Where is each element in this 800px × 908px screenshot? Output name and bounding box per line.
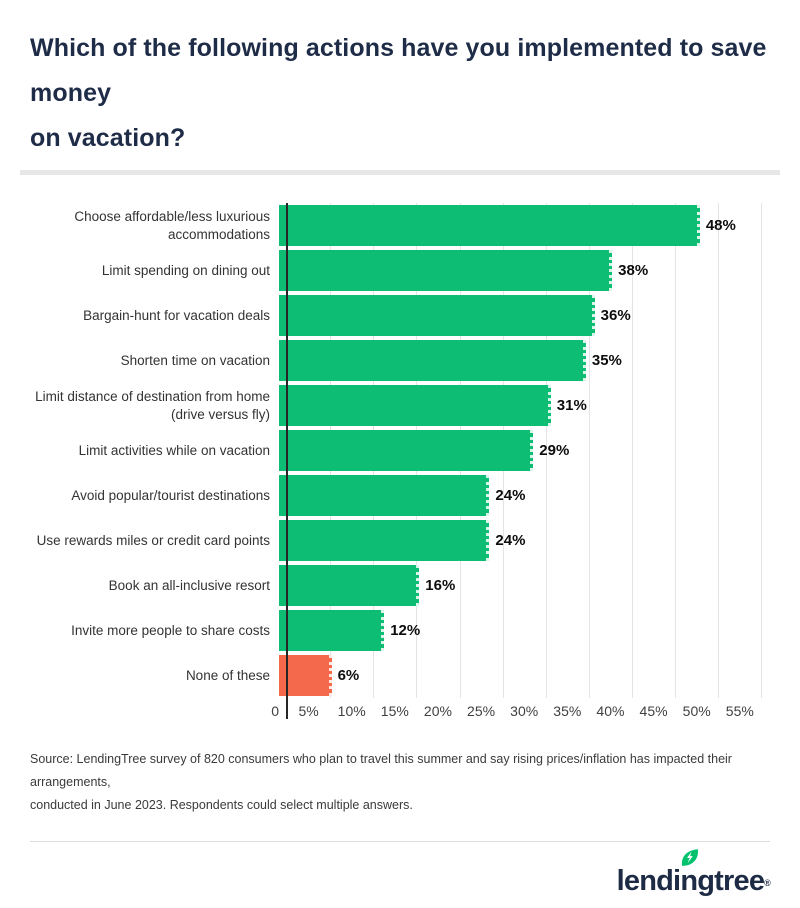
y-axis-line: [286, 203, 288, 719]
source-note: Source: LendingTree survey of 820 consum…: [30, 748, 770, 817]
chart-row: Book an all-inclusive resort 16%: [30, 563, 770, 608]
category-label: Invite more people to share costs: [71, 622, 270, 638]
bar: [279, 610, 385, 651]
chart-row: Limit distance of destination from home …: [30, 383, 770, 428]
logo-text-pre: lendi: [616, 865, 681, 897]
category-label: Avoid popular/tourist destinations: [71, 487, 270, 503]
bar-rows: Choose affordable/less luxurious accommo…: [30, 203, 770, 698]
bar-track: 48%: [279, 205, 770, 246]
bar: [279, 385, 551, 426]
x-axis-tick-label: 5%: [298, 703, 319, 719]
category-label: Book an all-inclusive resort: [108, 577, 270, 593]
value-label: 6%: [337, 667, 360, 684]
value-label: 16%: [425, 577, 456, 594]
bar: [279, 340, 586, 381]
x-axis-zero-label: 0: [271, 703, 279, 719]
x-axis-tick-label: 55%: [725, 703, 754, 719]
x-axis-tick-label: 25%: [467, 703, 496, 719]
bar-track: 6%: [279, 655, 770, 696]
bar: [279, 250, 613, 291]
source-note-line-2: conducted in June 2023. Respondents coul…: [30, 798, 413, 812]
bar-track: 35%: [279, 340, 770, 381]
bar-track: 24%: [279, 520, 770, 561]
bar: [279, 430, 534, 471]
value-label: 36%: [600, 307, 631, 324]
category-label: Choose affordable/less luxurious accommo…: [74, 208, 270, 242]
category-label: Bargain-hunt for vacation deals: [83, 307, 270, 323]
category-label: Limit activities while on vacation: [78, 442, 270, 458]
chart-row: Invite more people to share costs 12%: [30, 608, 770, 653]
chart-row: Choose affordable/less luxurious accommo…: [30, 203, 770, 248]
bar: [279, 475, 490, 516]
category-label: Limit spending on dining out: [101, 262, 270, 278]
value-label: 31%: [556, 397, 587, 414]
value-label: 48%: [705, 217, 736, 234]
bar-track: 29%: [279, 430, 770, 471]
gridline: [761, 203, 763, 698]
value-label: 12%: [390, 622, 421, 639]
chart-row: Avoid popular/tourist destinations 24%: [30, 473, 770, 518]
category-label: None of these: [185, 667, 270, 683]
logo-text-n: n: [680, 865, 698, 897]
chart-row: Limit spending on dining out 38%: [30, 248, 770, 293]
chart-row: Shorten time on vacation 35%: [30, 338, 770, 383]
category-label: Limit distance of destination from home …: [35, 388, 270, 422]
x-axis-tick-label: 10%: [337, 703, 366, 719]
value-label: 24%: [495, 487, 526, 504]
bar-track: 24%: [279, 475, 770, 516]
chart-row: Use rewards miles or credit card points 2…: [30, 518, 770, 563]
registered-mark: ®: [764, 878, 771, 888]
title-divider: [20, 170, 780, 175]
chart-row: Limit activities while on vacation 29%: [30, 428, 770, 473]
gridline: [632, 203, 633, 698]
x-axis-tick-label: 50%: [682, 703, 711, 719]
x-axis-tick-label: 35%: [553, 703, 582, 719]
footer: lendi ngtree®: [30, 842, 771, 908]
x-axis-tick-label: 30%: [510, 703, 539, 719]
bar: [279, 205, 700, 246]
bar-track: 16%: [279, 565, 770, 606]
bar: [279, 565, 420, 606]
bar-track: 12%: [279, 610, 770, 651]
chart-row: None of these 6%: [30, 653, 770, 698]
x-axis-tick-label: 40%: [596, 703, 625, 719]
bar-track: 36%: [279, 295, 770, 336]
bar: [279, 295, 595, 336]
bar: [279, 520, 490, 561]
lendingtree-logo: lendi ngtree®: [616, 849, 771, 897]
value-label: 29%: [539, 442, 570, 459]
gridline: [718, 203, 720, 698]
page-title-line-2: on vacation?: [30, 124, 186, 152]
x-axis-tick-label: 45%: [639, 703, 668, 719]
value-label: 35%: [591, 352, 622, 369]
leaf-icon: [682, 849, 699, 866]
gridline: [675, 203, 677, 698]
gridline: [588, 203, 590, 698]
source-note-line-1: Source: LendingTree survey of 820 consum…: [30, 752, 732, 789]
category-label: Use rewards miles or credit card points: [36, 532, 270, 548]
bar-chart: Choose affordable/less luxurious accommo…: [30, 203, 770, 724]
bar-track: 31%: [279, 385, 770, 426]
page-title: Which of the following actions have you …: [30, 0, 770, 161]
value-label: 38%: [618, 262, 649, 279]
gridline: [545, 203, 547, 698]
x-axis-tick-label: 15%: [380, 703, 409, 719]
bar-track: 38%: [279, 250, 770, 291]
x-axis: 0 5% 10% 15% 20% 25% 30% 35% 40% 45% 50% 55%: [271, 698, 770, 724]
chart-row: Bargain-hunt for vacation deals 36%: [30, 293, 770, 338]
logo-text-post: gtree: [697, 865, 765, 897]
value-label: 24%: [495, 532, 526, 549]
x-axis-tick-label: 20%: [423, 703, 452, 719]
page-title-line-1: Which of the following actions have you …: [30, 34, 767, 107]
category-label: Shorten time on vacation: [120, 352, 270, 368]
